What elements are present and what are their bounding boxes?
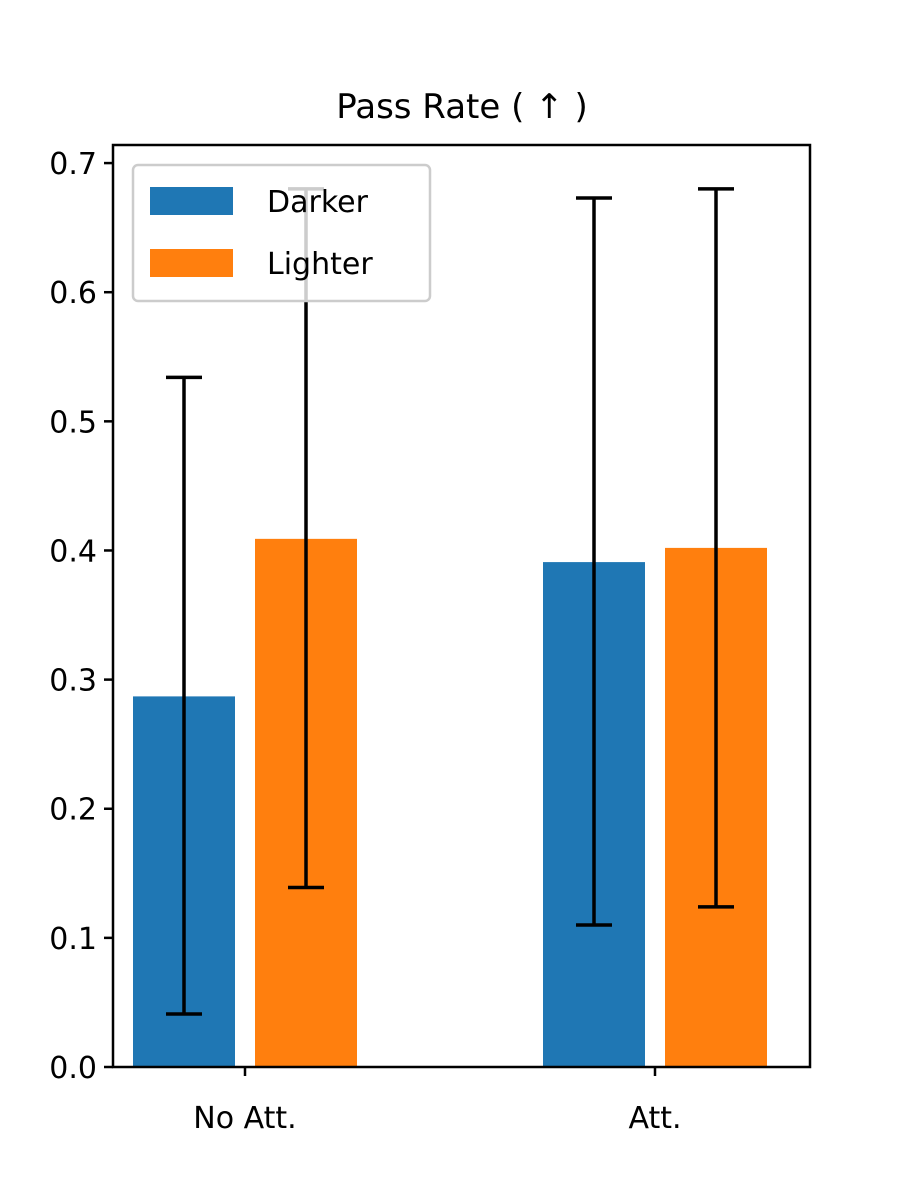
legend-label-darker: Darker: [267, 185, 369, 220]
legend-swatch-lighter: [150, 249, 233, 277]
legend-swatch-darker: [150, 187, 233, 215]
plot-frame: [111, 143, 812, 1069]
y-tick-label: 0.7: [49, 147, 97, 182]
y-tick-label: 0.5: [49, 405, 97, 440]
y-tick-label: 0.1: [49, 922, 97, 957]
chart-title: Pass Rate ( ↑ ): [336, 87, 587, 127]
y-tick-label: 0.6: [49, 276, 97, 311]
y-tick-label: 0.4: [49, 534, 97, 569]
x-axis: No Att. Att.: [193, 1067, 682, 1136]
y-tick-label: 0.2: [49, 793, 97, 828]
x-tick-label: No Att.: [193, 1101, 296, 1136]
y-tick-label: 0.3: [49, 664, 97, 699]
legend: Darker Lighter: [131, 163, 432, 303]
y-axis: 0.0 0.1 0.2 0.3 0.4 0.5 0.6 0.7: [49, 147, 113, 1086]
legend-label-lighter: Lighter: [267, 247, 373, 282]
y-tick-label: 0.0: [49, 1051, 97, 1086]
x-tick-label: Att.: [628, 1101, 681, 1136]
